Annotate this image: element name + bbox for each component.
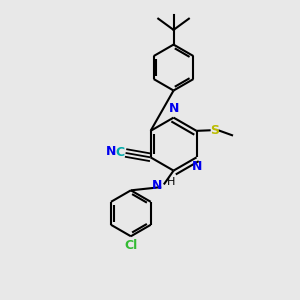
Text: N: N — [169, 102, 180, 115]
Text: N: N — [106, 145, 117, 158]
Text: H: H — [167, 176, 175, 187]
Text: N: N — [152, 179, 162, 192]
Text: N: N — [192, 160, 203, 173]
Text: S: S — [210, 124, 219, 137]
Text: C: C — [115, 146, 124, 159]
Text: Cl: Cl — [124, 239, 137, 252]
